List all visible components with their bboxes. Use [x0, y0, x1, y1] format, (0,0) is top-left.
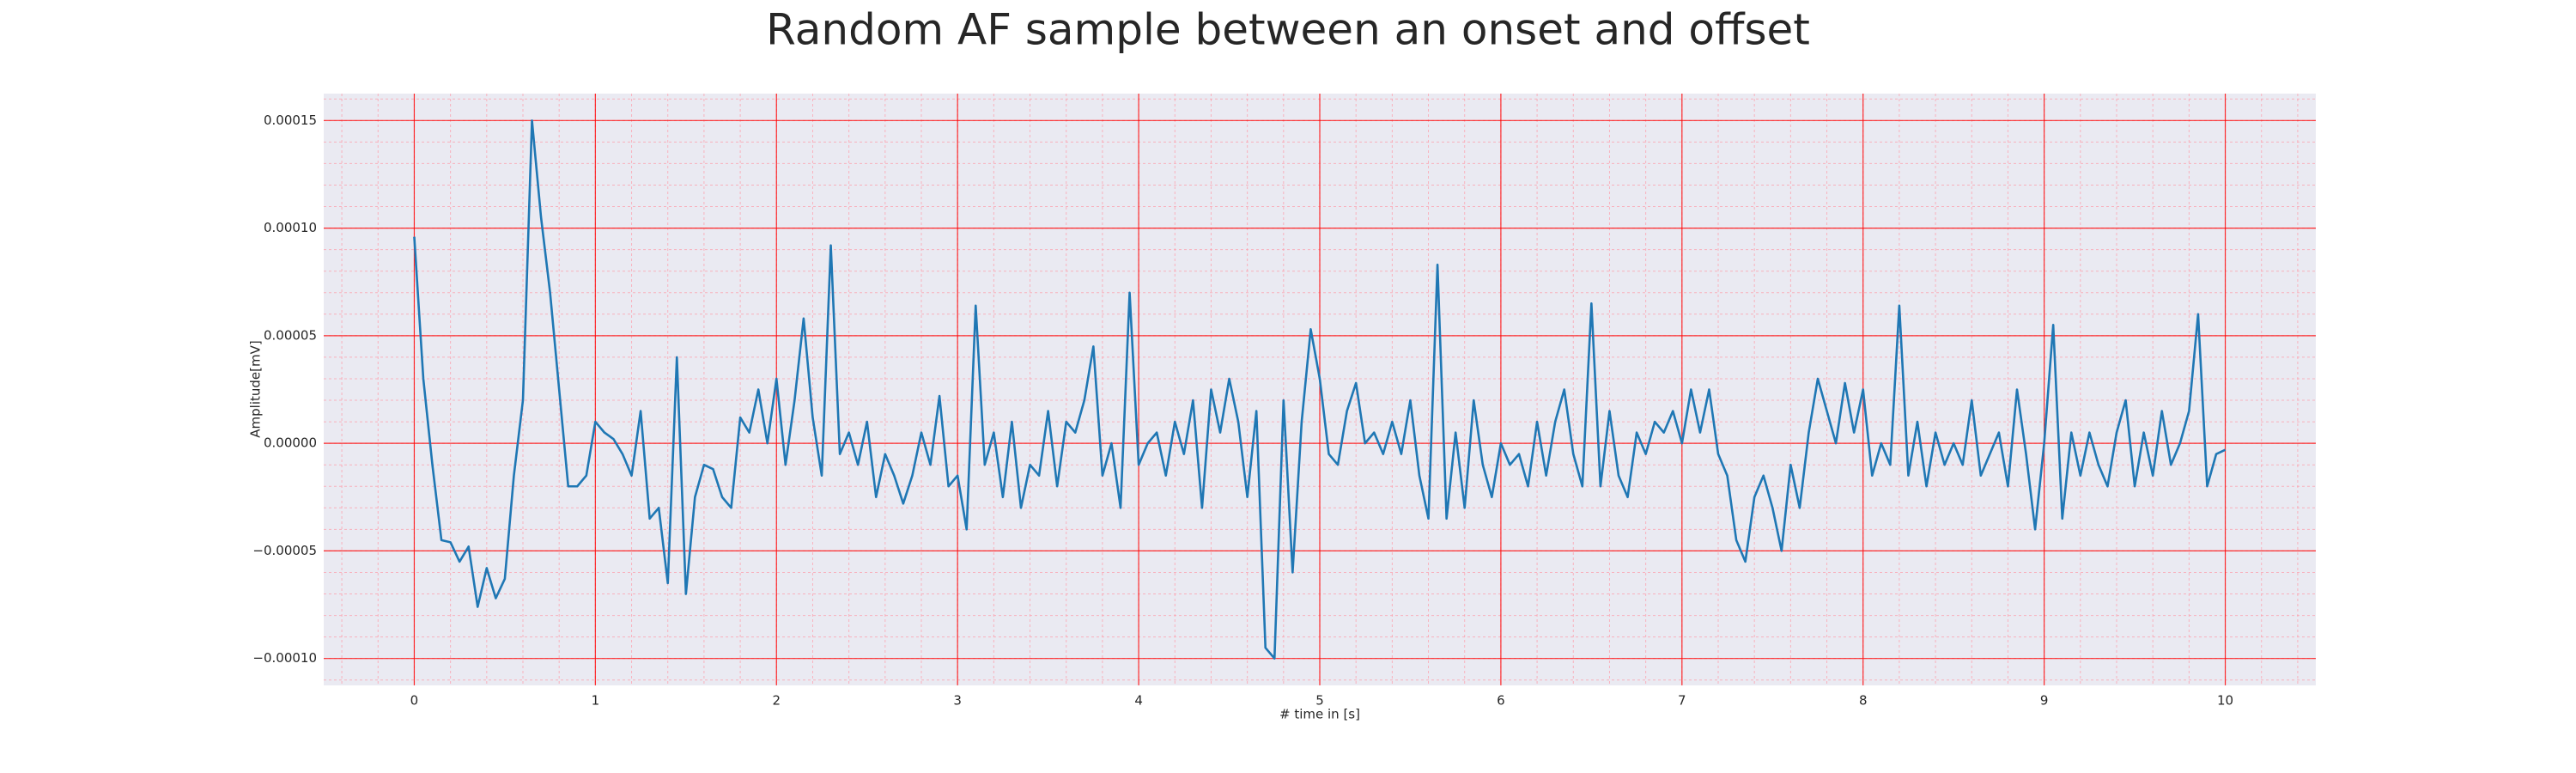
x-axis-label: # time in [s] [1279, 707, 1360, 722]
signal-line [413, 119, 2227, 660]
y-tick-label: 0.00015 [264, 113, 317, 128]
y-tick-label: −0.00010 [252, 650, 317, 666]
x-tick-label: 9 [2040, 693, 2049, 709]
y-tick-label: 0.00000 [264, 435, 317, 451]
x-tick-label: 2 [772, 693, 781, 709]
x-tick-label: 8 [1859, 693, 1868, 709]
x-tick-label: 10 [2217, 693, 2233, 709]
x-tick-label: 0 [410, 693, 419, 709]
x-tick-label: 5 [1315, 693, 1324, 709]
x-tick-label: 4 [1134, 693, 1143, 709]
y-tick-label: −0.00005 [252, 543, 317, 558]
y-tick-label: 0.00010 [264, 220, 317, 235]
x-tick-label: 6 [1497, 693, 1505, 709]
y-axis-label: Amplitude[mV] [248, 340, 264, 437]
x-tick-label: 3 [953, 693, 962, 709]
x-tick-label: 1 [592, 693, 600, 709]
y-tick-label: 0.00005 [264, 327, 317, 343]
x-tick-label: 7 [1678, 693, 1686, 709]
chart-title: Random AF sample between an onset and of… [766, 5, 1810, 55]
